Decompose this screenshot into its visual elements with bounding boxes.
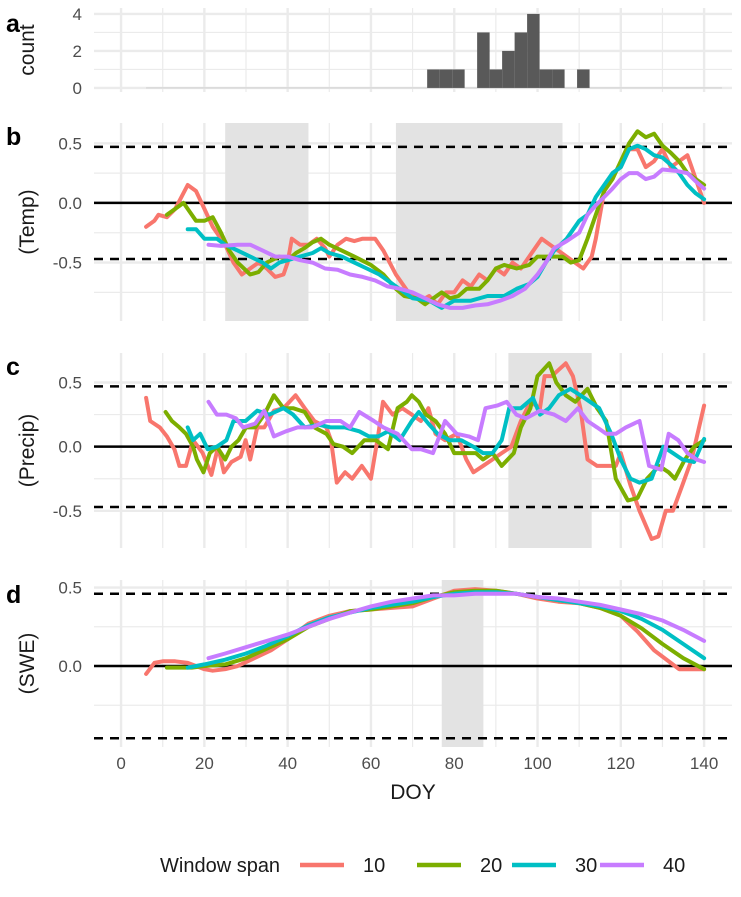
histogram-bar	[489, 69, 503, 88]
x-tick-label: 140	[690, 754, 718, 773]
histogram-bar	[539, 69, 553, 88]
panel-c: -0.5 0.0 0.5 (Precip) c	[6, 353, 732, 548]
y-tick-label: 0.5	[58, 374, 82, 393]
y-tick-label: 4	[73, 5, 82, 24]
y-axis-title: count	[16, 24, 39, 76]
y-tick-label: 2	[73, 42, 82, 61]
histogram-bar	[502, 50, 515, 88]
legend-item-30: 30	[512, 855, 597, 877]
series-line-span-30	[185, 143, 707, 310]
y-tick-label: 0.0	[58, 438, 82, 457]
legend-label: 20	[480, 855, 502, 877]
histogram-bar	[527, 13, 540, 88]
x-tick-label: 40	[278, 754, 297, 773]
panel-tag: b	[6, 123, 21, 151]
histogram-bar	[477, 32, 490, 88]
shaded-period	[225, 123, 309, 321]
x-tick-label: 60	[361, 754, 380, 773]
y-axis-title: (SWE)	[16, 633, 39, 695]
x-tick-label: 120	[607, 754, 635, 773]
histogram-bar	[577, 69, 590, 88]
y-tick-label: 0	[73, 79, 82, 98]
shaded-period	[508, 353, 592, 548]
panel-d: 0.0 0.5 (SWE) d	[6, 579, 732, 747]
panel-tag: d	[6, 581, 21, 609]
x-tick-label: 100	[523, 754, 551, 773]
histogram-bar	[427, 69, 440, 88]
series-line-span-10	[144, 361, 707, 541]
series-line-span-40	[206, 399, 707, 472]
histogram-bar	[439, 69, 453, 88]
y-tick-label: 0.0	[58, 194, 82, 213]
histogram-bar	[452, 69, 465, 88]
legend-label: 30	[575, 855, 597, 877]
y-tick-label: 0.0	[58, 657, 82, 676]
x-axis: DOY 0 20 40 60 80 100 120 140	[116, 754, 718, 804]
legend-label: 40	[663, 855, 685, 877]
series-line-span-20	[164, 588, 707, 672]
x-tick-label: 0	[116, 754, 125, 773]
y-tick-label: -0.5	[53, 502, 82, 521]
panel-b: -0.5 0.0 0.5 (Temp) b	[6, 123, 732, 321]
panel-tag: a	[6, 10, 21, 38]
legend-item-10: 10	[300, 855, 385, 877]
shaded-period	[441, 580, 484, 747]
panel-tag: c	[6, 353, 20, 381]
legend-item-20: 20	[417, 855, 502, 877]
y-axis-title: (Precip)	[16, 414, 39, 488]
series-line-span-40	[206, 591, 707, 661]
legend-item-40: 40	[600, 855, 685, 877]
legend-title: Window span	[160, 855, 280, 877]
series-line-span-40	[206, 167, 707, 310]
shaded-period	[395, 123, 563, 321]
series-line-span-20	[164, 129, 707, 307]
gridlines	[94, 8, 732, 92]
x-axis-title: DOY	[390, 781, 436, 804]
histogram-bar	[552, 69, 565, 88]
y-tick-label: 0.5	[58, 134, 82, 153]
y-tick-label: 0.5	[58, 579, 82, 598]
x-tick-label: 20	[195, 754, 214, 773]
histogram-bar	[514, 32, 528, 88]
y-tick-label: -0.5	[53, 254, 82, 273]
y-axis-title: (Temp)	[16, 189, 39, 254]
legend: Window span 10 20 30 40	[160, 855, 685, 877]
legend-label: 10	[363, 855, 385, 877]
x-tick-label: 80	[445, 754, 464, 773]
